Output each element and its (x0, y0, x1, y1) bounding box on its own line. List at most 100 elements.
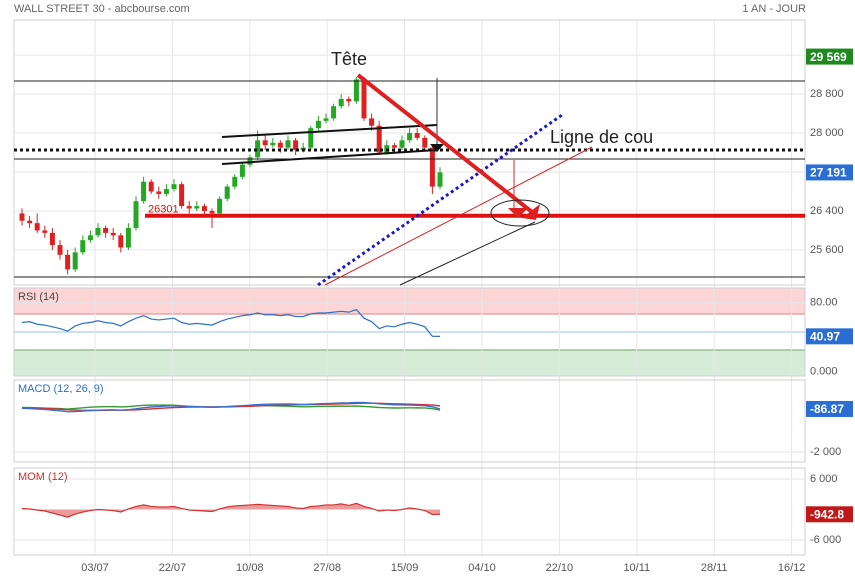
x-tick-label: 10/08 (236, 562, 264, 574)
trend-line (324, 146, 593, 286)
y-tick-label: 80.00 (810, 297, 838, 309)
price-tag-label: -86.87 (810, 402, 844, 416)
x-tick-label: 10/11 (623, 562, 650, 574)
candle-body (315, 120, 321, 129)
candle-body (285, 140, 291, 148)
candle-body (247, 157, 253, 165)
candle-body (19, 213, 25, 221)
macd-line (21, 401, 441, 413)
rsi-line (21, 308, 441, 337)
candle-body (110, 232, 116, 236)
x-tick-label: 22/07 (159, 562, 187, 574)
panel-title: MOM (12) (18, 471, 68, 483)
price-tag (806, 506, 853, 523)
candle-body (171, 184, 177, 190)
panel-frame (13, 19, 806, 286)
price-tag (806, 48, 853, 65)
candle-body (331, 106, 337, 119)
candle-body (293, 140, 299, 151)
y-tick-label: 28 800 (810, 88, 844, 100)
candle-body (194, 206, 200, 209)
y-tick-label: 28 000 (810, 127, 844, 139)
candle-body (125, 228, 131, 248)
candle-body (201, 206, 207, 211)
candle-body (156, 191, 162, 194)
candle-body (338, 98, 344, 107)
x-tick-label: 04/10 (468, 562, 496, 574)
mom-area (22, 503, 440, 518)
candle-body (369, 118, 375, 126)
candle-body (422, 137, 428, 148)
y-tick-label: -6 000 (810, 534, 841, 546)
candle-body (49, 232, 55, 246)
channel-line (221, 149, 438, 165)
x-tick-label: 22/10 (546, 562, 574, 574)
mom-line (21, 502, 441, 518)
panel-title: MACD (12, 26, 9) (18, 383, 104, 395)
candle-body (376, 125, 382, 153)
candle-body (42, 230, 48, 233)
candle-body (163, 189, 169, 194)
price-tag-label: -942.8 (810, 507, 844, 521)
candle-body (87, 235, 93, 241)
drawings: Tête Ligne de cou (14, 49, 805, 287)
candle-body (346, 98, 352, 102)
candle-body (141, 181, 147, 202)
x-tick-label: 03/07 (81, 562, 109, 574)
candle-body (133, 201, 139, 229)
annotation: Tête (331, 49, 367, 69)
candle-body (414, 133, 420, 138)
candle-body (255, 140, 261, 158)
candle-body (232, 176, 238, 187)
y-tick-label: 26 400 (810, 205, 844, 217)
candle-body (34, 223, 40, 231)
annotation: Ligne de cou (550, 127, 653, 147)
candle-body (72, 252, 78, 270)
x-tick-label: 16/12 (778, 562, 806, 574)
candle-body (186, 206, 192, 209)
candle-body (209, 210, 215, 214)
candle-body (103, 228, 109, 233)
candle-body (118, 235, 124, 248)
candle-body (80, 240, 86, 253)
trend-dotted (317, 113, 563, 287)
candle-body (429, 147, 435, 187)
target-ellipse (490, 199, 550, 227)
candle-body (95, 228, 101, 236)
y-tick-label: -2 000 (810, 446, 841, 458)
candle-body (437, 172, 443, 187)
panel-title: RSI (14) (18, 291, 59, 303)
candle-body (239, 164, 245, 177)
plot-area: 03/07 22/07 10/08 27/08 15/09 04/10 22/10 10/11… (13, 19, 844, 574)
price-tag (806, 164, 853, 181)
chart-subtitle: 1 AN - JOUR (742, 3, 806, 15)
candle-body (65, 254, 71, 270)
overbought-zone (14, 288, 805, 314)
price-tag-label: 40.97 (810, 330, 840, 344)
arrow-head (508, 208, 528, 218)
candle-body (270, 142, 276, 146)
candle-body (391, 145, 397, 148)
candle-body (57, 245, 63, 255)
panel-backgrounds (14, 288, 805, 376)
arrow-head (522, 204, 540, 220)
candle-body (353, 79, 359, 102)
y-tick-label: 6 000 (810, 473, 838, 485)
candle-body (217, 198, 223, 214)
candle-body (179, 184, 185, 207)
candle-body (224, 186, 230, 199)
price-tag (806, 400, 853, 417)
y-tick-label: 0.000 (810, 366, 838, 378)
candle-body (308, 128, 314, 148)
arrow-head (430, 144, 444, 152)
candle-body (323, 118, 329, 121)
candle-body (27, 220, 33, 224)
candle-body (277, 142, 283, 148)
candle-body (262, 140, 268, 146)
price-tag-label: 27 191 (810, 166, 847, 180)
x-tick-label: 27/08 (313, 562, 341, 574)
panel-frame (13, 379, 806, 463)
y-tick-label: 25 600 (810, 244, 844, 256)
candle-body (148, 181, 154, 192)
